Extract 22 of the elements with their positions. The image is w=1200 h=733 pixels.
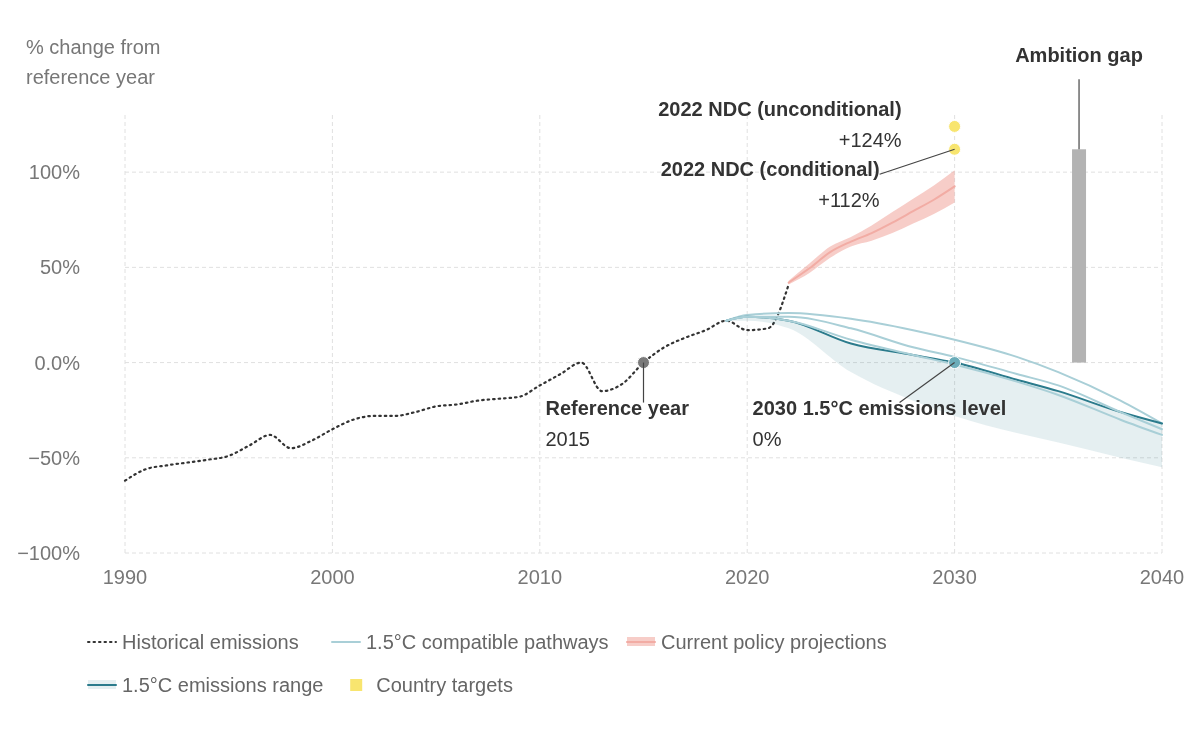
y-tick-label: 100% bbox=[28, 161, 81, 184]
y-tick-label: 50% bbox=[39, 256, 81, 279]
legend-label: Country targets bbox=[376, 674, 513, 696]
y-tick-label: −100% bbox=[17, 542, 81, 564]
x-tick-label: 2000 bbox=[310, 566, 355, 588]
annotation: 2030 1.5°C emissions level 0% bbox=[752, 396, 1007, 450]
y-tick-label: −50% bbox=[28, 446, 81, 469]
legend-label: 1.5°C compatible pathways bbox=[366, 631, 609, 653]
annotation: 2022 NDC (conditional) +112% bbox=[660, 158, 880, 212]
annotation: 2022 NDC (unconditional) +124% bbox=[658, 98, 902, 152]
x-tick-label: 2040 bbox=[1139, 566, 1185, 588]
x-tick-label: 2010 bbox=[517, 566, 563, 588]
legend-label: Historical emissions bbox=[122, 631, 299, 653]
y-tick-label: 0.0% bbox=[34, 351, 81, 374]
y-axis-title: % change from reference year bbox=[26, 36, 161, 88]
annotation: Ambition gap bbox=[1015, 44, 1143, 67]
legend-label: 1.5°C emissions range bbox=[122, 674, 324, 696]
legend-label: Current policy projections bbox=[661, 631, 887, 653]
annotation: Reference year 2015 bbox=[545, 396, 690, 450]
x-tick-label: 1990 bbox=[102, 566, 148, 588]
x-tick-label: 2030 bbox=[932, 566, 977, 588]
x-tick-label: 2020 bbox=[724, 566, 770, 588]
